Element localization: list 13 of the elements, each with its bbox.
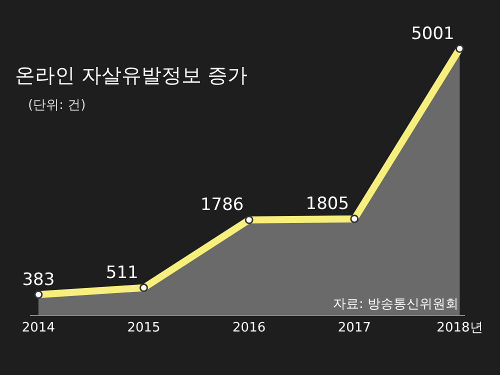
data-label: 5001 (411, 24, 454, 44)
data-label: 1805 (306, 194, 350, 214)
data-label: 383 (22, 270, 55, 290)
text: 온라인 자살유발정보 증가 (15, 63, 248, 87)
x-tick-label: 2018년 (436, 320, 483, 336)
text: (단위: 건) (28, 98, 86, 113)
x-tick-label: 2015 (127, 320, 160, 336)
x-tick-label: 2016 (232, 320, 266, 336)
data-label: 1786 (200, 195, 244, 216)
x-tick-label: 2017 (338, 320, 371, 336)
data-label: 511 (106, 263, 138, 284)
x-tick-label: 2014 (22, 320, 55, 336)
annotation: 자료: 방송통신위원회 (333, 297, 459, 312)
